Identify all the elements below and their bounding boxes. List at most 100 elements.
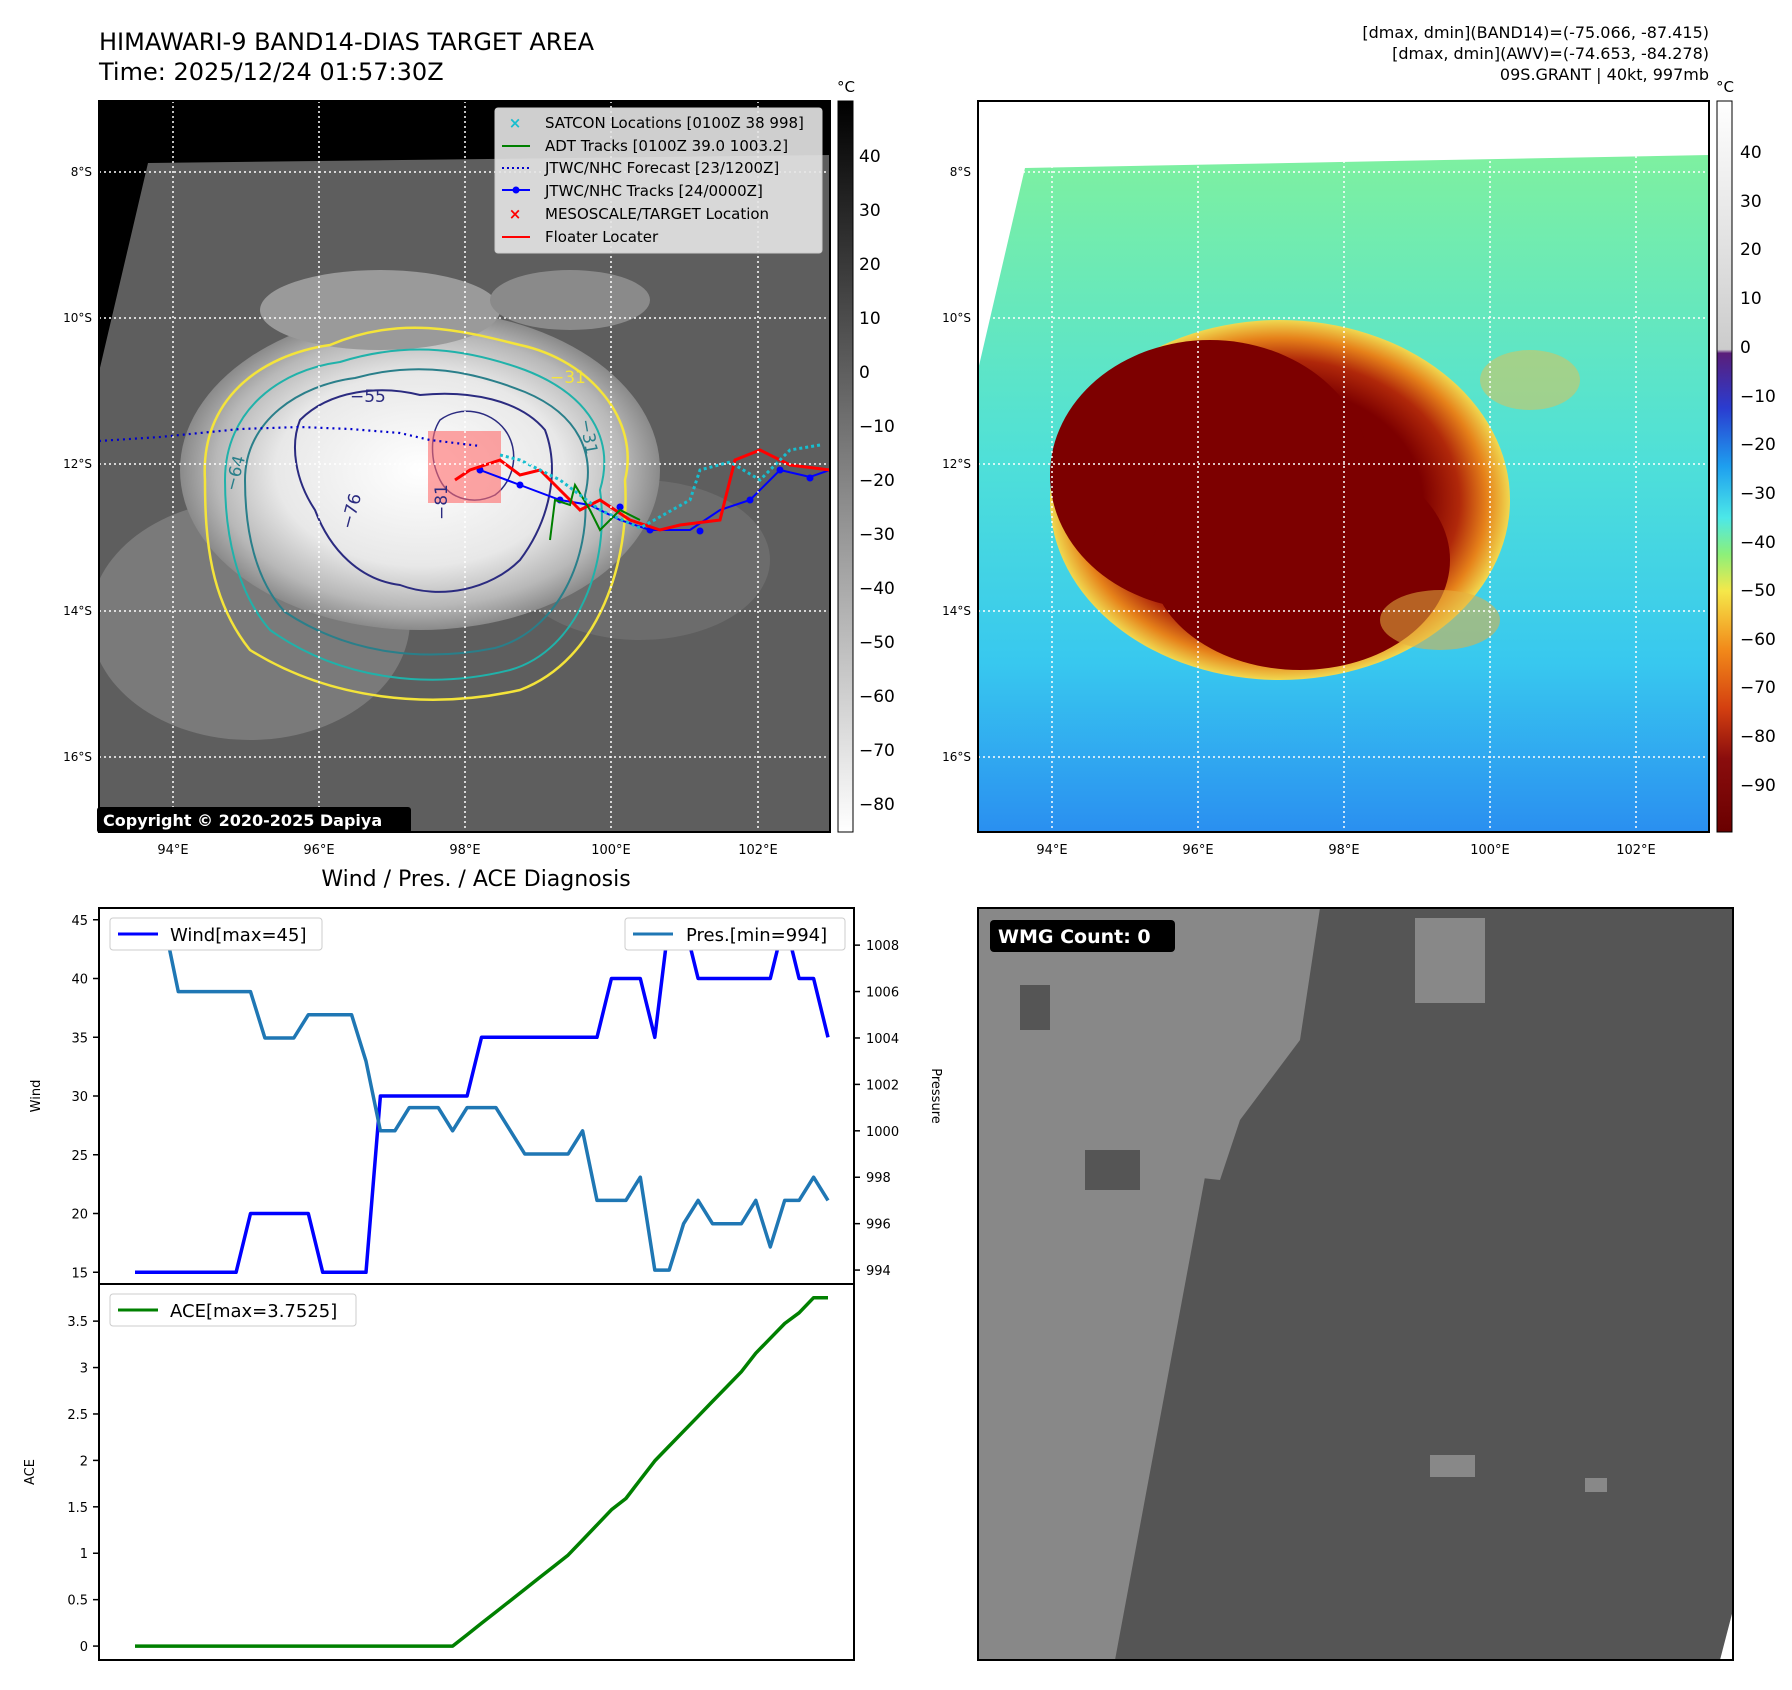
pressure-legend: Pres.[min=994] xyxy=(624,917,846,951)
ir-cbar-tick: 30 xyxy=(859,201,881,221)
awv-lon-labels: 94°E 96°E 98°E 100°E 102°E xyxy=(1036,843,1655,858)
y2-tick-label: 1008 xyxy=(866,939,899,954)
awv-cbar-tick: −70 xyxy=(1740,678,1776,698)
wind-plot-frame xyxy=(98,907,855,1285)
awv-cbar-tick: −20 xyxy=(1740,435,1776,455)
ir-colorbar xyxy=(837,100,854,833)
y-tick-label: 3 xyxy=(80,1362,88,1377)
legend-satcon-label: SATCON Locations [0100Z 38 998] xyxy=(545,114,804,132)
awv-cbar-tick: −60 xyxy=(1740,630,1776,650)
awv-lat-labels: 8°S 10°S 12°S 14°S 16°S xyxy=(942,165,971,764)
ace-plot-frame xyxy=(98,1283,855,1661)
ir-cbar-tick: −10 xyxy=(859,417,895,437)
legend-adt-label: ADT Tracks [0100Z 39.0 1003.2] xyxy=(545,137,788,155)
awv-lon-label: 96°E xyxy=(1182,843,1213,858)
ir-cbar-tick: 20 xyxy=(859,255,881,275)
copyright-badge xyxy=(97,807,411,833)
ir-lat-labels: 8°S 10°S 12°S 14°S 16°S xyxy=(63,165,92,764)
legend-tracks-label: JTWC/NHC Tracks [24/0000Z] xyxy=(544,182,763,200)
y-tick-label: 3.5 xyxy=(67,1315,88,1330)
pressure-legend-label: Pres.[min=994] xyxy=(686,925,827,946)
y-tick-label: 0.5 xyxy=(67,1594,88,1609)
ir-lon-labels: 94°E 96°E 98°E 100°E 102°E xyxy=(157,843,777,858)
awv-lat-label: 8°S xyxy=(950,165,971,179)
ir-cbar-tick: −40 xyxy=(859,579,895,599)
ir-colorbar-unit: °C xyxy=(837,78,855,96)
y2-tick-label: 998 xyxy=(866,1171,891,1186)
awv-lat-label: 12°S xyxy=(942,457,971,471)
ace-ylabel: ACE xyxy=(23,1459,38,1485)
ir-cbar-tick: −70 xyxy=(859,741,895,761)
adt-track-line xyxy=(549,482,641,541)
wind-pressure-plot: Wind Pressure 15 20 25 30 35 40 45 994 996 998 100… xyxy=(29,907,943,1285)
awv-cbar-tick: −30 xyxy=(1740,484,1776,504)
figure-title: HIMAWARI-9 BAND14-DIAS TARGET AREA xyxy=(99,28,595,56)
ir-lon-label: 96°E xyxy=(303,843,334,858)
awv-lat-label: 14°S xyxy=(942,604,971,618)
y-tick-label: 2.5 xyxy=(67,1408,88,1423)
y-tick-label: 30 xyxy=(71,1090,88,1105)
legend-satcon-icon: × xyxy=(509,114,522,132)
awv-imagery xyxy=(978,101,1709,832)
ir-cbar-tick: −50 xyxy=(859,633,895,653)
ir-lat-label: 14°S xyxy=(63,604,92,618)
satcon-locations xyxy=(499,443,821,530)
legend-target-label: MESOSCALE/TARGET Location xyxy=(545,205,769,223)
ir-lat-label: 12°S xyxy=(63,457,92,471)
awv-cbar-tick: 20 xyxy=(1740,240,1762,260)
y2-tick-label: 994 xyxy=(866,1264,891,1279)
contour-label-5: −81 xyxy=(432,484,452,520)
y2-tick-label: 1004 xyxy=(866,1032,899,1047)
figure-time: Time: 2025/12/24 01:57:30Z xyxy=(98,58,444,86)
legend-target-icon: × xyxy=(509,205,522,223)
y-tick-label: 1 xyxy=(80,1547,88,1562)
y-tick-label: 35 xyxy=(71,1031,88,1046)
legend-tracks-dot xyxy=(512,186,520,194)
y-tick-label: 40 xyxy=(71,973,88,988)
awv-lon-label: 94°E xyxy=(1036,843,1067,858)
wmg-frame xyxy=(977,907,1734,1661)
storm-info: 09S.GRANT | 40kt, 997mb xyxy=(1500,65,1709,84)
awv-cbar-tick: 40 xyxy=(1740,143,1762,163)
ir-cbar-tick: 10 xyxy=(859,309,881,329)
ace-plot-marks: 0 0.5 1 1.5 2 2.5 3 3.5 xyxy=(67,1295,828,1655)
y-tick-label: 2 xyxy=(80,1454,88,1469)
y2-tick-label: 1000 xyxy=(866,1125,899,1140)
stats-awv: [dmax, dmin](AWV)=(-74.653, -84.278) xyxy=(1392,44,1709,63)
diagnosis-title: Wind / Pres. / ACE Diagnosis xyxy=(321,867,630,892)
y-tick-label: 25 xyxy=(71,1149,88,1164)
wmg-panel: WMG Count: 0 xyxy=(977,907,1734,1661)
ir-panel: −31 −55 −64 −76 −81 −31 Copyright © 2020… xyxy=(63,78,895,858)
ir-lon-label: 100°E xyxy=(591,843,631,858)
awv-lon-label: 100°E xyxy=(1470,843,1510,858)
awv-colorbar-ticks: 40 30 20 10 0 −10 −20 −30 −40 −50 −60 −7… xyxy=(1740,143,1776,796)
y-tick-label: 0 xyxy=(80,1640,88,1655)
ir-cbar-tick: 0 xyxy=(859,363,870,383)
y-tick-label: 20 xyxy=(71,1208,88,1223)
legend-floater-label: Floater Locater xyxy=(545,228,659,246)
y-tick-label: 15 xyxy=(71,1266,88,1281)
wind-legend: Wind[max=45] xyxy=(109,917,323,951)
awv-cbar-tick: −50 xyxy=(1740,581,1776,601)
ir-lon-label: 98°E xyxy=(449,843,480,858)
ir-lat-label: 8°S xyxy=(71,165,92,179)
ir-cbar-tick: −20 xyxy=(859,471,895,491)
ir-frame xyxy=(98,100,831,833)
legend-forecast-label: JTWC/NHC Forecast [23/1200Z] xyxy=(544,159,779,177)
contour-label-1: −31 xyxy=(550,368,586,388)
ir-cbar-tick: 40 xyxy=(859,147,881,167)
series-line-presmin xyxy=(135,920,830,1272)
contour-label-2: −55 xyxy=(350,387,386,407)
awv-lat-label: 10°S xyxy=(942,311,971,325)
ace-legend-label: ACE[max=3.7525] xyxy=(170,1301,337,1322)
y-tick-label: 1.5 xyxy=(67,1501,88,1516)
ir-cbar-tick: −30 xyxy=(859,525,895,545)
series-line-acemax xyxy=(135,1295,828,1648)
ir-lon-label: 102°E xyxy=(738,843,778,858)
awv-cbar-tick: −80 xyxy=(1740,727,1776,747)
pressure-ylabel: Pressure xyxy=(928,1068,943,1124)
ir-lat-label: 16°S xyxy=(63,750,92,764)
awv-gridlines xyxy=(978,101,1709,832)
wind-ylabel: Wind xyxy=(29,1080,44,1113)
